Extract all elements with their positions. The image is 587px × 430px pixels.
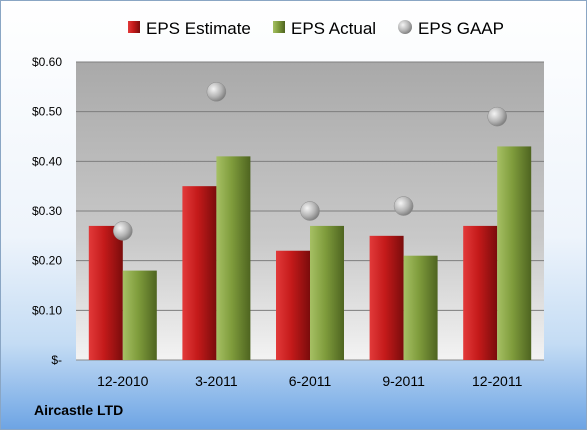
bar-eps-estimate <box>369 235 404 360</box>
bar-eps-actual <box>122 270 157 360</box>
y-tick-label: $0.30 <box>32 204 62 218</box>
bar-eps-estimate <box>182 186 217 360</box>
company-name: Aircastle LTD <box>34 402 123 418</box>
y-tick-label: $0.50 <box>32 105 62 119</box>
point-eps-gaap <box>113 221 133 241</box>
bar-eps-actual <box>497 146 532 360</box>
bar-eps-actual <box>310 225 344 360</box>
gaap-points <box>113 82 507 241</box>
legend-swatch-actual <box>273 21 285 33</box>
y-tick-label: $0.40 <box>32 154 62 168</box>
legend-swatch-estimate <box>128 21 140 33</box>
legend: EPS Estimate EPS Actual EPS GAAP <box>128 19 504 38</box>
bars <box>88 146 532 360</box>
legend-label-actual: EPS Actual <box>291 19 376 38</box>
point-eps-gaap <box>487 106 507 127</box>
bar-eps-estimate <box>88 225 123 360</box>
x-tick-label: 9-2011 <box>382 373 425 389</box>
x-tick-label: 3-2011 <box>195 373 238 389</box>
y-tick-label: $- <box>51 353 62 367</box>
y-tick-label: $0.10 <box>32 303 62 317</box>
legend-label-estimate: EPS Estimate <box>146 19 251 38</box>
legend-swatch-gaap <box>398 20 412 34</box>
bar-eps-actual <box>403 255 438 360</box>
point-eps-gaap <box>300 201 320 221</box>
bar-eps-estimate <box>463 225 498 360</box>
y-axis-ticks: $- $0.10 $0.20 $0.30 $0.40 $0.50 $0.60 <box>32 55 62 367</box>
point-eps-gaap <box>393 196 414 216</box>
x-axis-ticks: 12-2010 3-2011 6-2011 9-2011 12-2011 <box>97 373 522 389</box>
point-eps-gaap <box>206 82 227 102</box>
y-tick-label: $0.60 <box>32 55 62 69</box>
bar-eps-actual <box>216 156 251 360</box>
x-tick-label: 6-2011 <box>289 373 332 389</box>
x-tick-label: 12-2011 <box>472 373 523 389</box>
y-tick-label: $0.20 <box>32 254 62 268</box>
bar-eps-estimate <box>276 250 310 360</box>
x-tick-label: 12-2010 <box>97 373 149 389</box>
legend-label-gaap: EPS GAAP <box>418 19 504 38</box>
